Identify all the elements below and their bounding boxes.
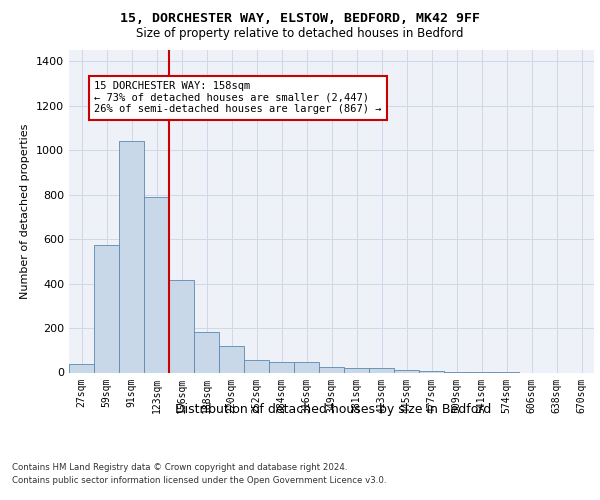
Text: Contains HM Land Registry data © Crown copyright and database right 2024.: Contains HM Land Registry data © Crown c…: [12, 462, 347, 471]
Text: Contains public sector information licensed under the Open Government Licence v3: Contains public sector information licen…: [12, 476, 386, 485]
Bar: [344, 368, 369, 372]
Bar: [244, 360, 269, 372]
Bar: [194, 332, 219, 372]
Bar: [369, 368, 394, 372]
Bar: [69, 364, 94, 372]
Bar: [394, 370, 419, 372]
Bar: [219, 346, 244, 372]
Text: Distribution of detached houses by size in Bedford: Distribution of detached houses by size …: [175, 402, 491, 415]
Text: 15, DORCHESTER WAY, ELSTOW, BEDFORD, MK42 9FF: 15, DORCHESTER WAY, ELSTOW, BEDFORD, MK4…: [120, 12, 480, 26]
Bar: [419, 370, 444, 372]
Bar: [294, 362, 319, 372]
Bar: [319, 367, 344, 372]
Bar: [144, 197, 169, 372]
Bar: [94, 244, 119, 372]
Text: Size of property relative to detached houses in Bedford: Size of property relative to detached ho…: [136, 28, 464, 40]
Bar: [169, 280, 194, 372]
Text: 15 DORCHESTER WAY: 158sqm
← 73% of detached houses are smaller (2,447)
26% of se: 15 DORCHESTER WAY: 158sqm ← 73% of detac…: [94, 81, 382, 114]
Bar: [119, 141, 144, 372]
Bar: [269, 362, 294, 372]
Y-axis label: Number of detached properties: Number of detached properties: [20, 124, 31, 299]
